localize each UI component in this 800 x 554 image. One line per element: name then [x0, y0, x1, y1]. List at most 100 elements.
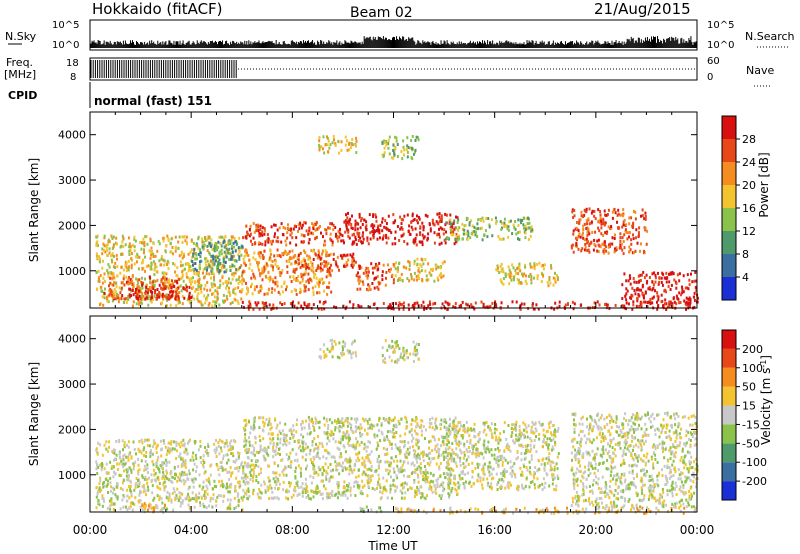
heatmap-cell [460, 305, 462, 308]
heatmap-cell [149, 295, 152, 299]
heatmap-cell [192, 276, 194, 280]
heatmap-cell [531, 304, 534, 308]
heatmap-cell [670, 283, 673, 287]
heatmap-cell [163, 485, 166, 489]
heatmap-cell [205, 484, 208, 488]
heatmap-cell [225, 251, 228, 255]
heatmap-cell [161, 292, 164, 296]
heatmap-cell [196, 257, 198, 261]
heatmap-cell [651, 301, 654, 305]
heatmap-cell [630, 242, 633, 246]
heatmap-cell [597, 226, 600, 230]
heatmap-cell [170, 250, 173, 254]
heatmap-cell [412, 238, 415, 242]
heatmap-cell [142, 258, 145, 262]
heatmap-cell [338, 235, 341, 239]
heatmap-cell [200, 460, 203, 464]
heatmap-cell [236, 494, 239, 498]
heatmap-cell [119, 271, 122, 275]
heatmap-cell [622, 240, 625, 243]
heatmap-cell [167, 238, 170, 242]
heatmap-cell [218, 480, 221, 483]
heatmap-cell [163, 278, 166, 282]
heatmap-cell [186, 298, 189, 302]
heatmap-cell [135, 255, 138, 259]
heatmap-cell [164, 485, 167, 488]
heatmap-cell [446, 454, 449, 458]
heatmap-cell [147, 471, 149, 474]
heatmap-cell [282, 233, 285, 237]
heatmap-cell [160, 278, 163, 282]
heatmap-cell [394, 455, 397, 459]
heatmap-cell [598, 303, 601, 307]
heatmap-cell [297, 229, 299, 233]
heatmap-cell [199, 248, 201, 252]
heatmap-cell [656, 294, 659, 298]
heatmap-cell [367, 242, 370, 246]
heatmap-cell [260, 287, 263, 290]
heatmap-cell [329, 232, 332, 236]
heatmap-cell [328, 266, 331, 270]
heatmap-cell [638, 305, 641, 308]
heatmap-cell [252, 256, 255, 260]
heatmap-cell [343, 220, 346, 224]
heatmap-cell [261, 230, 264, 234]
heatmap-cell [246, 465, 249, 469]
heatmap-cell [294, 288, 297, 292]
heatmap-cell [360, 440, 363, 444]
heatmap-cell [367, 267, 370, 270]
heatmap-cell [254, 276, 257, 280]
heatmap-cell [366, 445, 369, 449]
heatmap-cell [597, 208, 600, 212]
heatmap-cell [197, 235, 200, 239]
heatmap-cell [259, 285, 262, 289]
heatmap-cell [358, 278, 360, 282]
heatmap-cell [234, 440, 237, 444]
heatmap-cell [109, 481, 112, 485]
heatmap-cell [461, 237, 464, 241]
heatmap-cell [215, 254, 218, 258]
heatmap-cell [199, 456, 202, 460]
heatmap-cell [508, 268, 511, 272]
heatmap-cell [418, 240, 421, 244]
heatmap-cell [366, 494, 369, 498]
heatmap-cell [127, 478, 130, 482]
heatmap-cell [280, 271, 283, 275]
heatmap-cell [675, 302, 678, 306]
heatmap-cell [677, 297, 680, 301]
heatmap-cell [197, 252, 200, 256]
heatmap-cell [336, 255, 339, 259]
heatmap-cell [661, 283, 664, 287]
heatmap-cell [408, 279, 411, 283]
heatmap-cell [297, 253, 300, 257]
heatmap-cell [578, 232, 581, 236]
heatmap-cell [276, 496, 279, 500]
heatmap-cell [143, 454, 145, 457]
heatmap-cell [247, 307, 250, 311]
y-tick-label: 3000 [58, 174, 86, 187]
heatmap-cell [520, 302, 523, 306]
heatmap-cell [477, 218, 480, 222]
heatmap-cell [234, 287, 237, 290]
heatmap-cell [123, 469, 125, 473]
heatmap-cell [240, 496, 243, 500]
heatmap-cell [277, 266, 280, 270]
heatmap-cell [651, 272, 654, 276]
heatmap-cell [221, 440, 224, 444]
heatmap-cell [354, 225, 357, 229]
heatmap-cell [281, 470, 284, 474]
heatmap-cell [344, 493, 347, 497]
heatmap-cell [387, 263, 389, 267]
heatmap-cell [476, 222, 479, 226]
heatmap-cell [408, 307, 411, 311]
heatmap-cell [261, 278, 264, 282]
heatmap-cell [313, 457, 316, 461]
heatmap-cell [229, 269, 232, 272]
heatmap-cell [496, 268, 499, 272]
heatmap-cell [152, 260, 155, 264]
heatmap-cell [187, 262, 190, 266]
heatmap-cell [313, 275, 316, 279]
nsky-tick-bottom: 10^0 [52, 40, 79, 51]
heatmap-cell [592, 248, 595, 252]
heatmap-cell [325, 253, 327, 257]
